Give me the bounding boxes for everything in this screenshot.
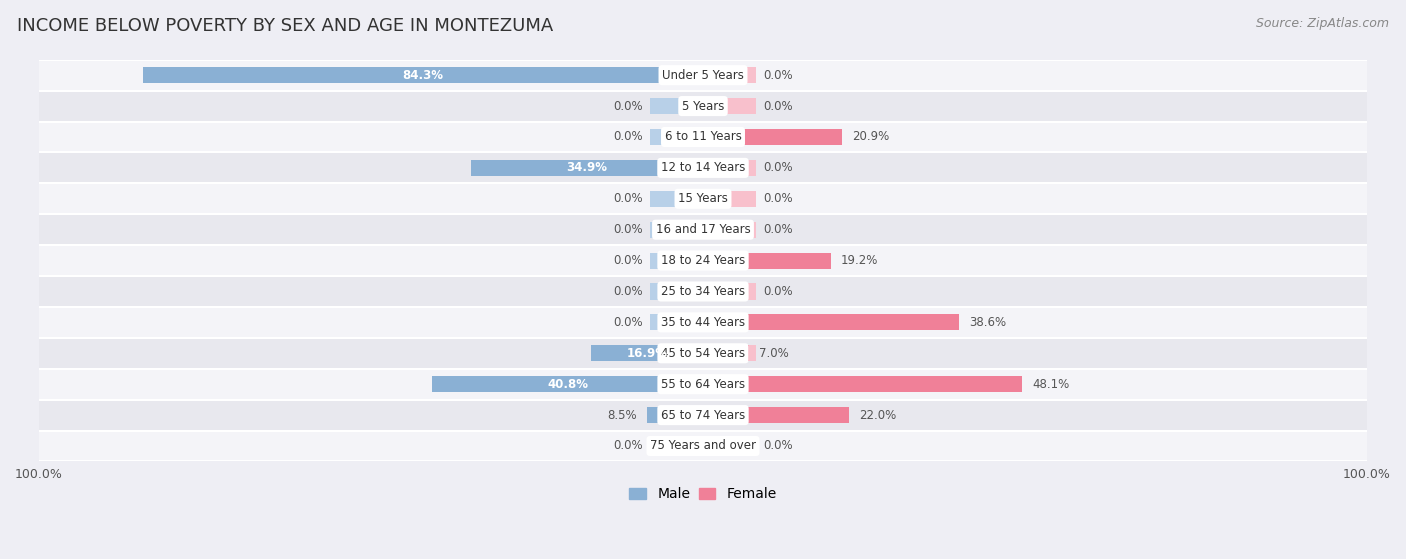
Bar	[6, 60, 1400, 91]
Text: 75 Years and over: 75 Years and over	[650, 439, 756, 452]
Bar	[650, 407, 703, 423]
Bar	[471, 160, 703, 176]
Bar	[703, 376, 756, 392]
Bar	[6, 307, 1400, 338]
Bar	[591, 345, 703, 361]
Bar	[650, 253, 703, 269]
Text: Under 5 Years: Under 5 Years	[662, 69, 744, 82]
Text: 15 Years: 15 Years	[678, 192, 728, 205]
Text: 0.0%: 0.0%	[763, 285, 793, 298]
Bar	[6, 338, 1400, 369]
Bar	[703, 191, 756, 207]
Text: 16 and 17 Years: 16 and 17 Years	[655, 223, 751, 236]
Text: 6 to 11 Years: 6 to 11 Years	[665, 130, 741, 144]
Text: 16.9%: 16.9%	[627, 347, 668, 360]
Text: 0.0%: 0.0%	[763, 223, 793, 236]
Bar	[703, 160, 756, 176]
Bar	[703, 376, 1022, 392]
Bar	[143, 67, 703, 83]
Bar	[650, 67, 703, 83]
Text: 65 to 74 Years: 65 to 74 Years	[661, 409, 745, 421]
Bar	[591, 345, 703, 361]
Text: 55 to 64 Years: 55 to 64 Years	[661, 378, 745, 391]
Bar	[432, 376, 703, 392]
Text: 0.0%: 0.0%	[763, 439, 793, 452]
Bar	[143, 67, 703, 83]
Bar	[650, 283, 703, 300]
Bar	[6, 91, 1400, 121]
Text: 45 to 54 Years: 45 to 54 Years	[661, 347, 745, 360]
Bar	[703, 129, 756, 145]
Bar	[703, 407, 756, 423]
Text: 19.2%: 19.2%	[841, 254, 877, 267]
Bar	[6, 400, 1400, 430]
Text: 0.0%: 0.0%	[613, 192, 643, 205]
Bar	[650, 345, 703, 361]
Bar	[650, 191, 703, 207]
Bar	[650, 376, 703, 392]
Text: 0.0%: 0.0%	[613, 223, 643, 236]
Text: 0.0%: 0.0%	[613, 285, 643, 298]
Bar	[703, 67, 756, 83]
Text: 20.9%: 20.9%	[852, 130, 889, 144]
Bar	[6, 183, 1400, 214]
Text: 7.0%: 7.0%	[759, 347, 789, 360]
Bar	[703, 314, 756, 330]
Bar	[703, 253, 831, 269]
Text: 25 to 34 Years: 25 to 34 Years	[661, 285, 745, 298]
Bar	[6, 369, 1400, 400]
Bar	[432, 376, 703, 392]
Text: 12 to 14 Years: 12 to 14 Years	[661, 162, 745, 174]
Text: 22.0%: 22.0%	[859, 409, 896, 421]
Text: 0.0%: 0.0%	[613, 439, 643, 452]
Legend: Male, Female: Male, Female	[624, 482, 782, 506]
Text: 0.0%: 0.0%	[763, 162, 793, 174]
Bar	[650, 314, 703, 330]
Text: 0.0%: 0.0%	[763, 100, 793, 112]
Bar	[6, 245, 1400, 276]
Bar	[650, 222, 703, 238]
Bar	[703, 283, 756, 300]
Text: 34.9%: 34.9%	[567, 162, 607, 174]
Bar	[703, 438, 756, 454]
Text: 48.1%: 48.1%	[1032, 378, 1070, 391]
Text: 18 to 24 Years: 18 to 24 Years	[661, 254, 745, 267]
Text: 8.5%: 8.5%	[607, 409, 637, 421]
Text: 0.0%: 0.0%	[763, 192, 793, 205]
Text: INCOME BELOW POVERTY BY SEX AND AGE IN MONTEZUMA: INCOME BELOW POVERTY BY SEX AND AGE IN M…	[17, 17, 553, 35]
Bar	[703, 98, 756, 114]
Bar	[6, 153, 1400, 183]
Bar	[6, 276, 1400, 307]
Text: 5 Years: 5 Years	[682, 100, 724, 112]
Text: 0.0%: 0.0%	[763, 69, 793, 82]
Bar	[703, 222, 756, 238]
Text: 0.0%: 0.0%	[613, 130, 643, 144]
Text: 84.3%: 84.3%	[402, 69, 444, 82]
Bar	[650, 129, 703, 145]
Bar	[703, 345, 749, 361]
Text: 0.0%: 0.0%	[613, 254, 643, 267]
Bar	[650, 438, 703, 454]
Bar	[703, 129, 842, 145]
Text: 38.6%: 38.6%	[969, 316, 1007, 329]
Bar	[647, 407, 703, 423]
Text: 35 to 44 Years: 35 to 44 Years	[661, 316, 745, 329]
Text: 0.0%: 0.0%	[613, 100, 643, 112]
Bar	[703, 314, 959, 330]
Text: Source: ZipAtlas.com: Source: ZipAtlas.com	[1256, 17, 1389, 30]
Bar	[703, 253, 756, 269]
Text: 40.8%: 40.8%	[547, 378, 588, 391]
Bar	[6, 430, 1400, 461]
Bar	[703, 345, 756, 361]
Bar	[703, 407, 849, 423]
Bar	[471, 160, 703, 176]
Bar	[650, 160, 703, 176]
Bar	[6, 121, 1400, 153]
Bar	[650, 98, 703, 114]
Text: 0.0%: 0.0%	[613, 316, 643, 329]
Bar	[6, 214, 1400, 245]
Bar	[647, 407, 703, 423]
